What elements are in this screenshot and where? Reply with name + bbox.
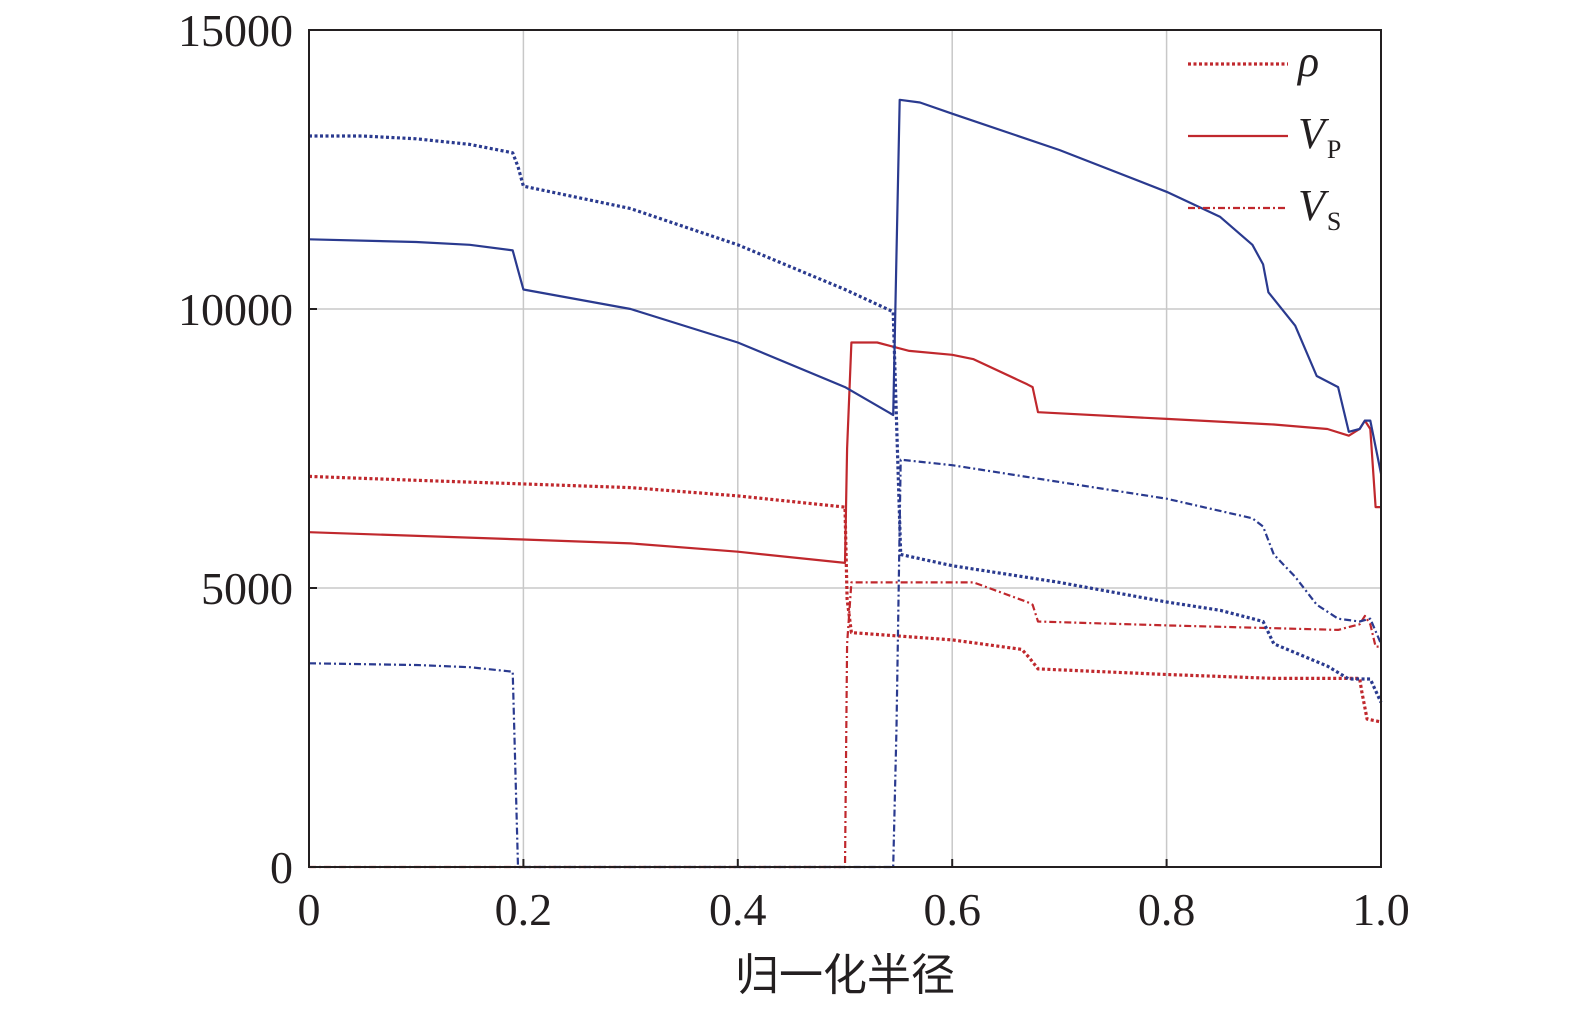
- y-tick-label: 10000: [178, 284, 293, 335]
- x-tick-label: 0.2: [495, 884, 553, 935]
- legend-label: VP: [1298, 109, 1341, 164]
- x-tick-label: 0.4: [709, 884, 767, 935]
- plot-area: [308, 98, 1383, 869]
- grid: [309, 30, 1381, 867]
- series-line-6: [308, 458, 1383, 869]
- y-tick-label: 0: [270, 842, 293, 893]
- x-tick-label: 1.0: [1352, 884, 1410, 935]
- legend-label: ρ: [1296, 37, 1319, 86]
- x-axis-title: 归一化半径: [735, 950, 955, 1001]
- legend-label: VS: [1298, 181, 1341, 236]
- y-tick-label: 15000: [178, 5, 293, 56]
- x-tick-label: 0: [298, 884, 321, 935]
- plot-frame: [308, 29, 1382, 868]
- y-axis-ticks: 0 5000 10000 15000: [178, 5, 317, 893]
- series-line-5: [308, 98, 1383, 474]
- y-tick-label: 5000: [201, 563, 293, 614]
- series-line-4: [309, 134, 1383, 704]
- legend-subscript: P: [1327, 135, 1341, 164]
- x-tick-label: 0.6: [923, 884, 981, 935]
- x-axis-ticks: 0 0.2 0.4 0.6 0.8 1.0: [298, 859, 1410, 935]
- series-line-2: [308, 341, 1381, 564]
- series-line-1: [308, 474, 1382, 724]
- legend: ρ VP VS: [1188, 37, 1341, 236]
- x-tick-label: 0.8: [1138, 884, 1196, 935]
- series-line-3: [309, 581, 1381, 869]
- legend-subscript: S: [1327, 207, 1341, 236]
